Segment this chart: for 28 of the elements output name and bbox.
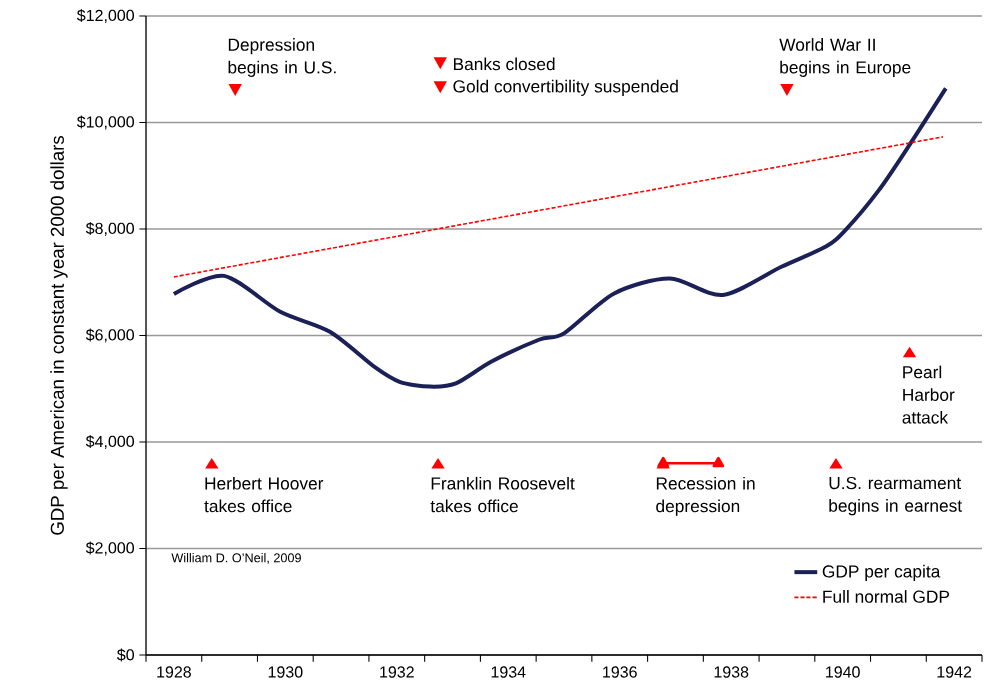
annotation: U.S. rearmament begins in earnest (829, 476, 963, 516)
legend-label: GDP per capita (822, 564, 941, 582)
x-tick-label: 1928 (157, 666, 191, 678)
annotation: Banks closed (453, 57, 555, 71)
annotation: World War II begins in Europe (779, 38, 911, 77)
x-tick-label: 1930 (268, 666, 303, 678)
y-tick-label: $8,000 (85, 222, 135, 236)
x-tick-label: 1938 (714, 666, 749, 678)
legend-label: Full normal GDP (823, 590, 950, 603)
y-tick-label: $10,000 (76, 115, 135, 130)
x-tick-label: 1932 (380, 666, 414, 678)
annotation: Depression begins in U.S. (228, 38, 336, 77)
y-axis-title: GDP per American in constant year 2000 dollars (50, 136, 68, 535)
y-tick-label: $6,000 (85, 328, 135, 343)
annotation: William D. O’Neil, 2009 (171, 553, 301, 564)
y-tick-label: $12,000 (76, 9, 135, 23)
annotation: Gold convertibility suspended (453, 79, 678, 96)
annotation: Pearl Harbor attack (902, 365, 955, 424)
x-tick-label: 1940 (826, 666, 860, 678)
y-tick-label: $0 (117, 648, 135, 662)
annotation: Recession in depression (656, 476, 755, 516)
y-tick-label: $4,000 (85, 435, 135, 449)
x-tick-label: 1934 (491, 666, 526, 678)
annotation: Franklin Roosevelt takes office (430, 476, 575, 513)
y-tick-label: $2,000 (85, 541, 135, 556)
x-tick-label: 1942 (937, 666, 972, 678)
annotation: Herbert Hoover takes office (204, 476, 324, 513)
x-tick-label: 1936 (603, 666, 637, 678)
